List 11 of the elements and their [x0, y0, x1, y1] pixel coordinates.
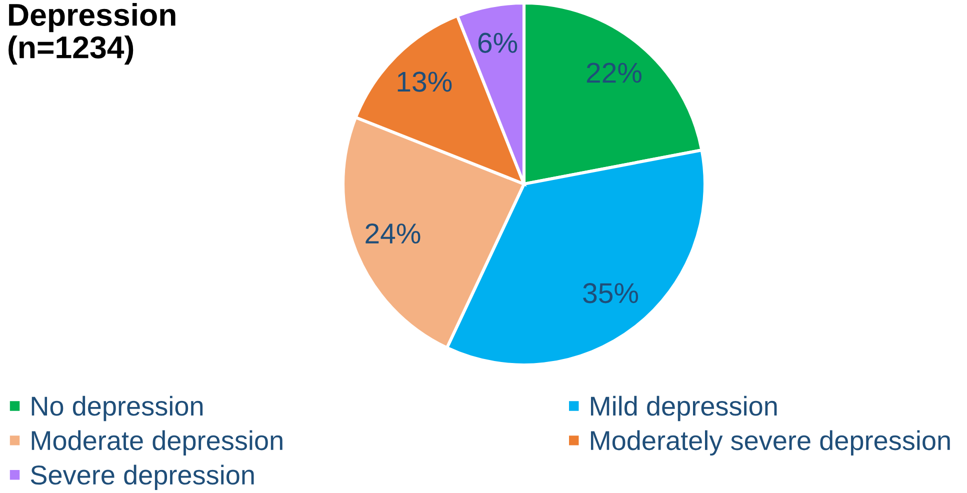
legend-label: Severe depression	[30, 464, 254, 490]
data-label: 13%	[398, 72, 452, 92]
legend-label: No depression	[32, 396, 203, 422]
data-label: 24%	[366, 223, 420, 244]
data-label: 35%	[583, 283, 638, 304]
legend-label: Mild depression	[590, 396, 777, 422]
legend-label: Moderately severe depression	[590, 430, 950, 456]
data-label: 22%	[586, 62, 642, 83]
chart-title: Depression (n=1234)	[8, 3, 176, 65]
legend-label: Moderate depression	[32, 430, 282, 456]
data-label: 6%	[478, 32, 518, 53]
